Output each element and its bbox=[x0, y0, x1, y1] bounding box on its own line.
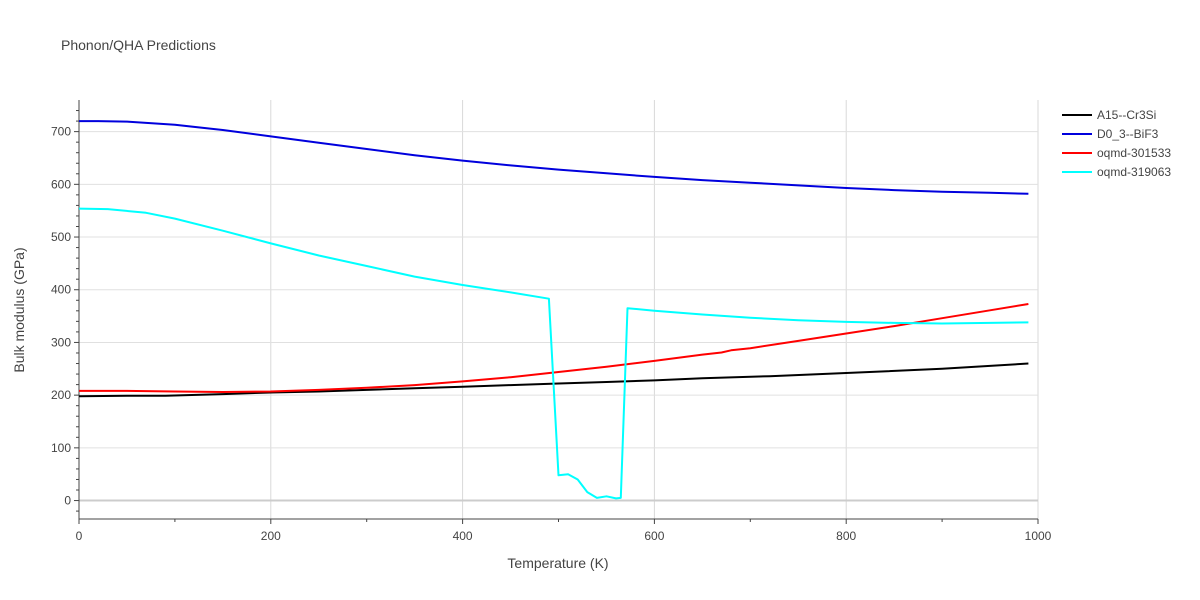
gridlines bbox=[79, 100, 1039, 519]
x-tick-label: 200 bbox=[261, 529, 281, 543]
legend-item[interactable]: D0_3--BiF3 bbox=[1062, 127, 1159, 141]
legend-label: oqmd-319063 bbox=[1097, 165, 1171, 179]
series-line-d0-3-bif3 bbox=[79, 120, 1029, 195]
x-tick-label: 1000 bbox=[1025, 529, 1052, 543]
y-tick-label: 500 bbox=[51, 230, 71, 244]
y-tick-label: 400 bbox=[51, 283, 71, 297]
axes: 0 200 400 600 800 1000 0 100 200 300 400 500 600 700 bbox=[51, 100, 1052, 543]
x-axis-title: Temperature (K) bbox=[507, 555, 608, 571]
y-tick-label: 100 bbox=[51, 441, 71, 455]
y-tick-label: 200 bbox=[51, 388, 71, 402]
legend-label: A15--Cr3Si bbox=[1097, 108, 1156, 122]
legend: A15--Cr3Si D0_3--BiF3 oqmd-301533 oqmd-3190… bbox=[1062, 108, 1171, 179]
x-tick-label: 800 bbox=[836, 529, 856, 543]
y-axis-title: Bulk modulus (GPa) bbox=[11, 247, 27, 372]
series-line-oqmd-301533 bbox=[79, 303, 1029, 393]
chart-title: Phonon/QHA Predictions bbox=[61, 37, 216, 53]
legend-item[interactable]: oqmd-301533 bbox=[1062, 146, 1171, 160]
legend-item[interactable]: oqmd-319063 bbox=[1062, 165, 1171, 179]
y-tick-label: 300 bbox=[51, 335, 71, 349]
legend-item[interactable]: A15--Cr3Si bbox=[1062, 108, 1156, 122]
y-tick-label: 700 bbox=[51, 125, 71, 139]
legend-label: oqmd-301533 bbox=[1097, 146, 1171, 160]
x-tick-label: 0 bbox=[76, 529, 83, 543]
y-tick-label: 0 bbox=[64, 494, 71, 508]
x-tick-label: 400 bbox=[453, 529, 473, 543]
series-line-oqmd-319063 bbox=[78, 207, 1029, 500]
series-line-a15-cr3si bbox=[78, 362, 1029, 398]
series-lines bbox=[78, 120, 1029, 500]
y-tick-label: 600 bbox=[51, 177, 71, 191]
legend-label: D0_3--BiF3 bbox=[1097, 127, 1159, 141]
x-tick-label: 600 bbox=[644, 529, 664, 543]
